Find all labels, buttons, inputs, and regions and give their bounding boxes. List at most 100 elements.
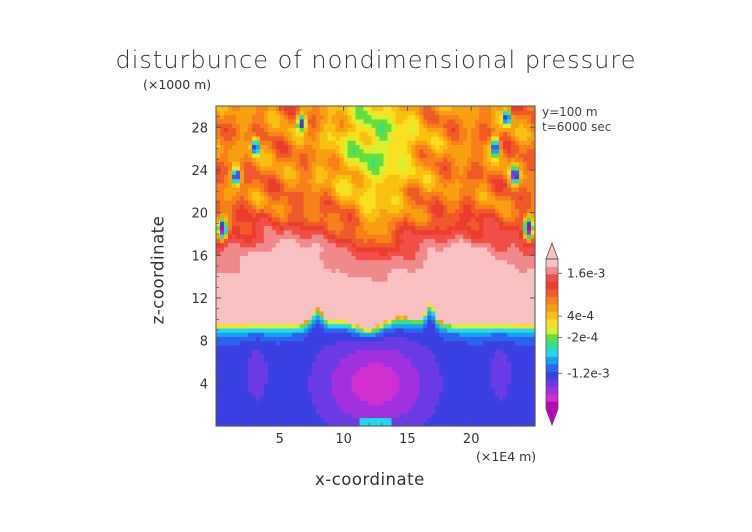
- heatmap-cell: [251, 417, 257, 423]
- heatmap-cell: [243, 417, 249, 423]
- heatmap-cell: [223, 285, 229, 291]
- heatmap-cell: [295, 165, 301, 171]
- heatmap-cell: [315, 161, 321, 167]
- heatmap-cell: [299, 396, 305, 401]
- heatmap-cell: [407, 404, 412, 410]
- heatmap-cell: [411, 170, 416, 175]
- heatmap-cell: [315, 310, 321, 316]
- heatmap-cell: [339, 182, 345, 188]
- heatmap-cell: [335, 242, 341, 248]
- heatmap-cell: [391, 349, 397, 355]
- heatmap-cell: [291, 298, 297, 303]
- heatmap-cell: [447, 421, 452, 427]
- heatmap-cell: [359, 302, 365, 308]
- heatmap-cell: [451, 327, 456, 333]
- heatmap-cell: [379, 396, 385, 401]
- heatmap-cell: [291, 268, 297, 273]
- heatmap-cell: [423, 417, 428, 423]
- heatmap-cell: [307, 161, 313, 167]
- heatmap-cell: [279, 229, 285, 235]
- heatmap-cell: [407, 379, 412, 384]
- heatmap-cell: [415, 289, 420, 295]
- heatmap-cell: [395, 272, 401, 278]
- heatmap-cell: [515, 263, 520, 269]
- heatmap-cell: [351, 212, 357, 218]
- heatmap-cell: [407, 234, 412, 239]
- heatmap-cell: [323, 336, 329, 342]
- heatmap-cell: [359, 306, 365, 312]
- heatmap-cell: [219, 370, 225, 376]
- heatmap-cell: [223, 332, 229, 337]
- heatmap-cell: [339, 332, 345, 337]
- heatmap-cell: [367, 225, 373, 231]
- heatmap-cell: [367, 221, 373, 227]
- heatmap-cell: [279, 387, 285, 393]
- heatmap-cell: [435, 362, 440, 367]
- heatmap-cell: [527, 396, 532, 401]
- heatmap-cell: [431, 379, 436, 384]
- heatmap-cell: [347, 323, 353, 329]
- heatmap-cell: [503, 366, 508, 372]
- heatmap-cell: [483, 255, 488, 261]
- heatmap-cell: [523, 421, 528, 427]
- heatmap-cell: [515, 221, 520, 227]
- heatmap-cell: [511, 332, 516, 337]
- heatmap-cell: [455, 374, 460, 380]
- heatmap-cell: [243, 344, 249, 350]
- heatmap-cell: [507, 332, 512, 337]
- heatmap-cell: [251, 280, 257, 286]
- heatmap-cell: [371, 204, 377, 209]
- heatmap-cell: [383, 293, 389, 299]
- heatmap-cell: [495, 255, 500, 261]
- heatmap-cell: [487, 165, 492, 171]
- heatmap-cell: [303, 353, 309, 359]
- heatmap-cell: [455, 225, 460, 231]
- heatmap-cell: [263, 319, 269, 325]
- heatmap-cell: [323, 315, 329, 320]
- heatmap-cell: [459, 387, 464, 393]
- heatmap-cell: [523, 408, 528, 414]
- heatmap-cell: [227, 353, 233, 359]
- heatmap-cell: [435, 246, 440, 252]
- heatmap-cell: [247, 310, 253, 316]
- heatmap-cell: [216, 332, 221, 337]
- heatmap-cell: [431, 195, 436, 201]
- heatmap-cell: [355, 204, 361, 209]
- heatmap-cell: [475, 178, 480, 184]
- heatmap-cell: [343, 174, 349, 180]
- heatmap-cell: [323, 366, 329, 372]
- heatmap-cell: [347, 298, 353, 303]
- heatmap-cell: [503, 212, 508, 218]
- heatmap-cell: [303, 234, 309, 239]
- heatmap-cell: [507, 327, 512, 333]
- heatmap-cell: [391, 182, 397, 188]
- heatmap-cell: [216, 404, 221, 410]
- heatmap-cell: [311, 323, 317, 329]
- heatmap-cell: [271, 336, 277, 342]
- heatmap-cell: [383, 366, 389, 372]
- heatmap-cell: [427, 357, 432, 363]
- heatmap-cell: [307, 191, 313, 197]
- heatmap-cell: [283, 327, 289, 333]
- heatmap-cell: [347, 178, 353, 184]
- heatmap-cell: [499, 212, 504, 218]
- heatmap-cell: [455, 182, 460, 188]
- heatmap-cell: [407, 370, 412, 376]
- heatmap-cell: [247, 199, 253, 205]
- heatmap-cell: [291, 174, 297, 180]
- heatmap-cell: [499, 199, 504, 205]
- heatmap-cell: [467, 383, 472, 389]
- heatmap-cell: [351, 310, 357, 316]
- heatmap-cell: [243, 319, 249, 325]
- heatmap-cell: [487, 387, 492, 393]
- heatmap-cell: [363, 174, 369, 180]
- heatmap-cell: [423, 234, 428, 239]
- heatmap-cell: [223, 187, 229, 192]
- heatmap-cell: [495, 225, 500, 231]
- heatmap-cell: [491, 400, 496, 406]
- heatmap-cell: [507, 336, 512, 342]
- heatmap-cell: [247, 170, 253, 175]
- heatmap-cell: [291, 242, 297, 248]
- heatmap-cell: [415, 408, 420, 414]
- heatmap-cell: [387, 280, 393, 286]
